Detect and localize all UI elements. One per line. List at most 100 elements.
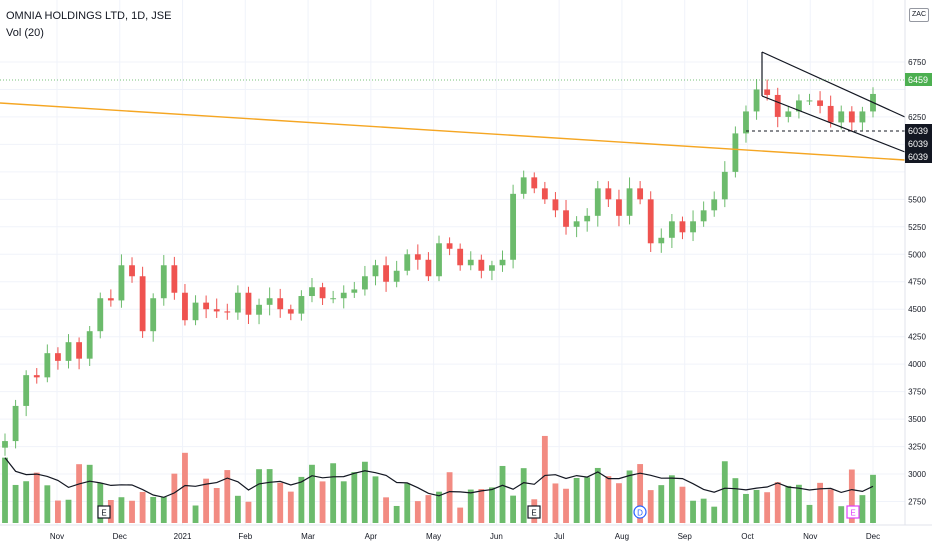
event-marker-label: E xyxy=(850,509,855,518)
time-tick-label: Nov xyxy=(803,532,817,541)
volume-bar xyxy=(584,477,591,523)
volume-bar xyxy=(372,476,379,523)
dividend-marker[interactable] xyxy=(633,505,647,519)
volume-bar xyxy=(2,457,8,523)
volume-bar xyxy=(563,488,569,523)
volume-bar xyxy=(277,482,284,523)
candle-body xyxy=(160,265,167,299)
price-tick-label: 2750 xyxy=(908,498,926,507)
volume-bar xyxy=(287,491,294,523)
price-tick-label: 5000 xyxy=(908,250,926,259)
volume-bar xyxy=(753,489,760,523)
candle-body xyxy=(383,265,389,282)
volume-bar xyxy=(817,482,823,523)
candle-body xyxy=(234,292,241,313)
volume-bar xyxy=(616,483,622,523)
volume-bar xyxy=(234,495,241,523)
candle-body xyxy=(584,215,591,222)
candle-body xyxy=(531,177,538,189)
candle-body xyxy=(848,111,855,123)
chart-title: OMNIA HOLDINGS LTD, 1D, JSE xyxy=(6,10,172,22)
support-label-a: 6039 xyxy=(908,126,928,136)
volume-moving-average-line xyxy=(4,457,874,498)
candle-body xyxy=(563,210,569,227)
candle-body xyxy=(266,298,273,305)
candle-body xyxy=(425,259,432,277)
volume-indicator-label[interactable]: Vol (20) xyxy=(6,27,44,39)
volume-bar xyxy=(764,492,771,523)
channel-upper-line[interactable] xyxy=(761,51,906,118)
volume-bar xyxy=(192,505,199,523)
candle-body xyxy=(192,302,199,321)
trendline[interactable] xyxy=(0,102,906,161)
time-tick-label: Nov xyxy=(50,532,64,541)
candle-body xyxy=(520,177,527,194)
volume-bar xyxy=(414,501,421,523)
volume-bar xyxy=(256,469,262,523)
candle-body xyxy=(647,199,654,244)
price-axis[interactable]: 6750 6250 5500 5250 5000 4750 4500 4250 4000 3750… xyxy=(908,58,926,507)
price-tick-label: 4000 xyxy=(908,360,926,369)
earnings-marker[interactable] xyxy=(846,505,860,519)
volume-bar xyxy=(44,485,51,523)
volume-bar xyxy=(711,506,718,523)
candle-body xyxy=(55,353,61,361)
candle-body xyxy=(467,259,474,266)
candle-body xyxy=(23,375,30,406)
candle-body xyxy=(351,289,358,293)
volume-bar xyxy=(76,464,83,523)
volume-bar xyxy=(690,500,696,523)
time-tick-label: Mar xyxy=(301,532,315,541)
support-label-a-bg xyxy=(905,124,932,137)
volume-bar xyxy=(647,490,654,523)
price-tick-label: 5500 xyxy=(908,195,926,204)
volume-bar xyxy=(700,498,707,523)
volume-bar xyxy=(12,484,19,523)
price-tick-label: 6750 xyxy=(908,58,926,67)
volume-bar xyxy=(489,487,495,523)
candle-body xyxy=(33,375,40,378)
volume-bar xyxy=(838,506,845,523)
candle-body xyxy=(743,111,749,134)
event-marker-label: E xyxy=(101,509,106,518)
volume-bar xyxy=(266,469,273,523)
candle-body xyxy=(668,221,675,238)
candle-body xyxy=(711,199,718,211)
earnings-marker[interactable] xyxy=(527,505,541,519)
candle-body xyxy=(203,302,210,310)
currency-badge[interactable]: ZAC xyxy=(909,8,929,22)
candle-body xyxy=(404,254,411,271)
candle-body xyxy=(838,111,845,123)
candle-body xyxy=(107,298,114,301)
volume-bar xyxy=(870,474,876,523)
support-label-b-bg xyxy=(905,137,932,150)
candle-body xyxy=(658,237,665,244)
candle-body xyxy=(679,221,686,233)
time-tick-label: 2021 xyxy=(174,532,192,541)
price-tick-label: 4250 xyxy=(908,333,926,342)
time-axis[interactable]: Nov Dec 2021 Feb Mar Apr May Jun Jul Aug Sep Oct Nov… xyxy=(50,532,880,541)
candle-body xyxy=(721,171,728,200)
price-tick-label: 3750 xyxy=(908,388,926,397)
volume-bar xyxy=(393,505,400,523)
candle-body xyxy=(139,276,146,332)
candle-body xyxy=(478,259,485,271)
volume-bar xyxy=(478,489,485,523)
candle-body xyxy=(573,221,580,227)
earnings-marker[interactable] xyxy=(97,505,111,519)
volume-bar xyxy=(298,476,305,523)
candle-body xyxy=(827,105,834,123)
volume-bars xyxy=(2,435,876,523)
candle-body xyxy=(340,292,347,299)
volume-bar xyxy=(457,507,464,523)
channel-lower-line[interactable] xyxy=(761,95,906,153)
time-tick-label: Aug xyxy=(615,532,629,541)
candle-body xyxy=(594,188,601,216)
candle-body xyxy=(774,94,781,117)
volume-bar xyxy=(213,488,220,523)
volume-bar xyxy=(107,500,114,523)
volume-bar xyxy=(541,435,548,523)
